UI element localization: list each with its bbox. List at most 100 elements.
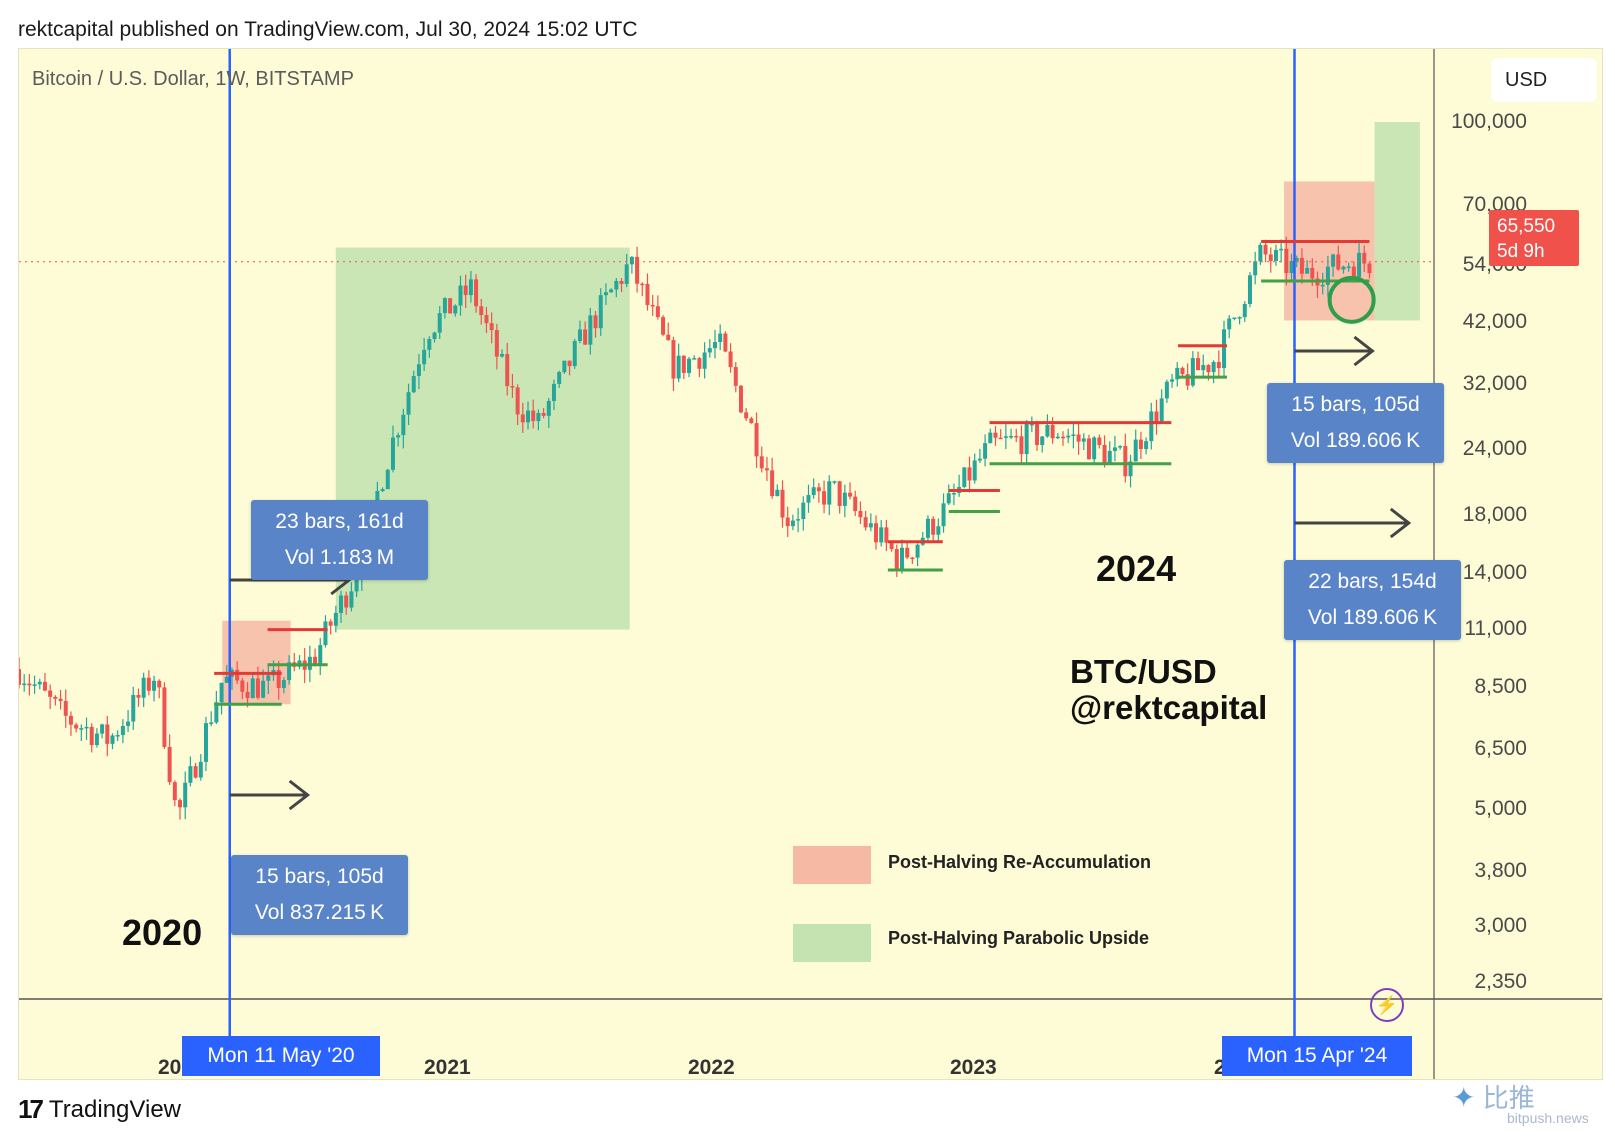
candle-body: [1263, 244, 1268, 255]
candle-body: [255, 678, 260, 698]
candle-body: [1154, 411, 1159, 422]
candle-body: [806, 495, 811, 503]
last-price-badge: 65,550 5d 9h: [1489, 210, 1579, 266]
candle-body: [848, 492, 853, 497]
candle-body: [988, 432, 993, 444]
candle-body: [313, 656, 318, 665]
candle-body: [203, 723, 208, 762]
candle-body: [983, 443, 988, 459]
candle-body: [884, 527, 889, 543]
candle-body: [141, 677, 146, 698]
price-chart[interactable]: [19, 49, 1602, 1079]
author-annotation: @rektcapital: [1070, 689, 1268, 726]
symbol-title: Bitcoin / U.S. Dollar, 1W, BITSTAMP: [32, 68, 354, 90]
candle-body: [380, 489, 385, 492]
candle-body: [593, 315, 598, 329]
tradingview-logo[interactable]: 17 TradingView: [18, 1094, 181, 1125]
candle-body: [687, 358, 692, 373]
price-tick: 2,350: [1474, 970, 1527, 993]
candle-body: [1003, 436, 1008, 438]
bird-icon: ✦: [1452, 1082, 1476, 1113]
candle-body: [1190, 358, 1195, 386]
year-annotation-2020: 2020: [122, 912, 203, 953]
candle-body: [1045, 425, 1050, 437]
candle-body: [619, 280, 624, 284]
candle-body: [567, 360, 572, 367]
candle-body: [723, 333, 728, 352]
candle-body: [1112, 447, 1117, 451]
candle-body: [1040, 436, 1045, 446]
candle-body: [936, 526, 941, 535]
candle-body: [588, 315, 593, 345]
candle-body: [790, 520, 795, 527]
candle-body: [489, 323, 494, 331]
measure-box: 15 bars, 105d Vol 189.606 K: [1267, 383, 1444, 463]
time-tick: 2021: [424, 1056, 471, 1079]
candle-body: [811, 487, 816, 496]
price-tick: 3,000: [1474, 914, 1527, 937]
candle-body: [1273, 249, 1278, 261]
candle-body: [1258, 244, 1263, 262]
candle-body: [915, 544, 920, 558]
bitpush-watermark-url: bitpush.news: [1507, 1110, 1589, 1126]
candle-body: [401, 414, 406, 436]
candle-body: [110, 735, 115, 744]
time-tick-partial: 20: [158, 1056, 182, 1079]
candle-body: [1164, 381, 1169, 399]
candle-body: [68, 715, 73, 725]
candle-body: [1014, 435, 1019, 438]
candle-body: [1305, 267, 1310, 274]
year-annotation-2024: 2024: [1096, 548, 1177, 589]
candle-body: [655, 306, 660, 318]
candle-body: [58, 698, 63, 701]
candle-body: [193, 766, 198, 778]
candle-body: [858, 511, 863, 518]
candle-body: [816, 487, 821, 492]
candle-body: [744, 412, 749, 419]
candle-body: [645, 283, 650, 305]
candle-body: [63, 700, 68, 716]
candle-body: [146, 677, 151, 691]
candle-body: [1144, 441, 1149, 450]
candle-body: [671, 340, 676, 379]
price-tick: 14,000: [1462, 561, 1527, 584]
candle-body: [120, 725, 125, 736]
candle-body: [874, 523, 879, 543]
candle-body: [1149, 411, 1154, 442]
candle-body: [967, 467, 972, 481]
candle-body: [557, 372, 562, 384]
candle-body: [1138, 439, 1143, 450]
candle-body: [484, 315, 489, 324]
candle-body: [832, 481, 837, 483]
candle-body: [172, 782, 177, 801]
candle-body: [1050, 425, 1055, 439]
candle-body: [442, 298, 447, 314]
candle-body: [1180, 367, 1185, 375]
currency-button[interactable]: USD: [1491, 58, 1597, 102]
candle-body: [972, 460, 977, 481]
candle-body: [712, 342, 717, 349]
candle-body: [19, 669, 21, 685]
candle-body: [198, 761, 203, 778]
candle-body: [318, 645, 323, 665]
candle-body: [1331, 254, 1336, 267]
time-tick: 2023: [950, 1056, 997, 1079]
candle-body: [879, 527, 884, 543]
candle-body: [84, 726, 89, 729]
candle-body: [167, 746, 172, 783]
candle-body: [962, 467, 967, 487]
candle-body: [1211, 361, 1216, 373]
halving-date-tag-2024: Mon 15 Apr '24: [1222, 1036, 1412, 1076]
candle-body: [224, 676, 229, 683]
candle-body: [1310, 267, 1315, 279]
candle-body: [551, 383, 556, 401]
candle-body: [245, 691, 250, 699]
candle-body: [79, 728, 84, 730]
lightning-icon[interactable]: ⚡: [1370, 988, 1404, 1022]
candle-body: [1232, 317, 1237, 320]
candle-body: [115, 735, 120, 737]
candle-body: [526, 410, 531, 423]
candle-body: [390, 437, 395, 470]
price-tick: 100,000: [1451, 110, 1527, 133]
candle-body: [214, 702, 219, 723]
